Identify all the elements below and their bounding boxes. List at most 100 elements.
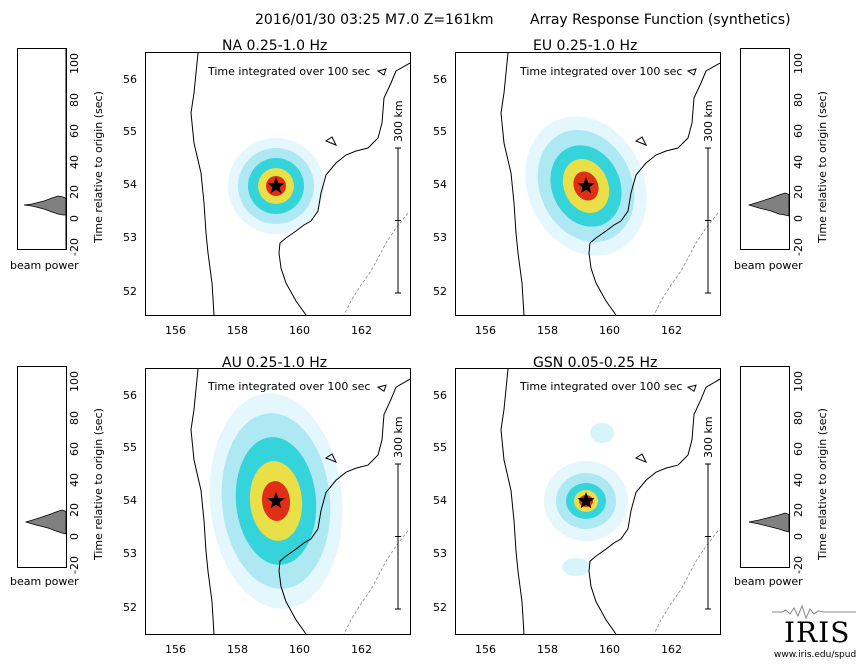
beam-curve-au: [24, 509, 67, 535]
map-panel-na: [145, 52, 411, 316]
lat-tick-label: 56: [123, 389, 137, 402]
scale-label-gsn: 300 km: [702, 416, 715, 458]
beam-ticks-eu: 100 80 60 40 20 0 -20: [790, 48, 810, 256]
map-svg: [500, 53, 720, 315]
iris-logo: IRIS www.iris.edu/spud: [772, 604, 856, 662]
heat-sidelobe: [590, 423, 614, 443]
tick: 20: [792, 185, 805, 199]
beam-ticks-au: 100 80 60 40 20 0 -20: [66, 366, 86, 574]
beam-curve-na: [23, 49, 67, 249]
tick: 0: [68, 533, 81, 540]
panel-note-na: Time integrated over 100 sec: [208, 65, 371, 78]
panel-title-eu: EU 0.25-1.0 Hz: [533, 38, 638, 54]
beam-curve-eu: [747, 192, 790, 217]
tick: 80: [68, 93, 81, 107]
coastline-east: [588, 378, 720, 634]
coastline-west: [190, 369, 215, 634]
tick: -20: [68, 556, 81, 574]
tick: 20: [792, 503, 805, 517]
tick: -20: [68, 238, 81, 256]
epicenter-star-icon: [577, 177, 595, 194]
beam-ylabel: Time relative to origin (sec): [816, 408, 829, 560]
scale-label-eu: 300 km: [702, 100, 715, 142]
lon-tick-label: 162: [661, 324, 682, 337]
lon-tick-label: 162: [351, 324, 372, 337]
tick: 40: [68, 473, 81, 487]
beam-plot-au: [17, 366, 67, 568]
epicenter-star-icon: [267, 177, 285, 194]
island: [686, 384, 697, 393]
tick: 100: [792, 53, 805, 74]
lat-tick-label: 53: [433, 231, 447, 244]
tick: 0: [792, 533, 805, 540]
beam-ticks-gsn: 100 80 60 40 20 0 -20: [790, 366, 810, 574]
lat-tick-label: 54: [433, 494, 447, 507]
lon-tick-label: 156: [475, 643, 496, 656]
panel-title-na: NA 0.25-1.0 Hz: [222, 38, 328, 54]
map-panel-au: [145, 368, 411, 635]
lon-tick-label: 160: [289, 324, 310, 337]
beam-ylabel: Time relative to origin (sec): [92, 408, 105, 560]
lon-tick-label: 158: [537, 324, 558, 337]
tick: 40: [68, 155, 81, 169]
scale-label-au: 300 km: [392, 416, 405, 458]
lat-tick-label: 55: [123, 441, 137, 454]
map-svg: [190, 369, 410, 634]
coastline-east: [588, 62, 720, 315]
lat-tick-label: 52: [433, 601, 447, 614]
tick: 100: [68, 53, 81, 74]
scale-label-na: 300 km: [392, 100, 405, 142]
tick: 60: [792, 124, 805, 138]
tick: 60: [792, 442, 805, 456]
tick: 80: [792, 93, 805, 107]
tick: -20: [792, 556, 805, 574]
event-info: 2016/01/30 03:25 M7.0 Z=161km: [255, 12, 494, 28]
lon-tick-label: 160: [289, 643, 310, 656]
island: [324, 136, 338, 146]
lon-tick-label: 162: [351, 643, 372, 656]
lat-tick-label: 54: [123, 178, 137, 191]
lat-tick-label: 56: [123, 73, 137, 86]
lat-tick-label: 52: [123, 601, 137, 614]
lon-tick-label: 160: [599, 643, 620, 656]
panel-note-gsn: Time integrated over 100 sec: [520, 380, 683, 393]
panel-note-au: Time integrated over 100 sec: [208, 380, 371, 393]
island: [324, 453, 338, 464]
lat-tick-label: 55: [433, 441, 447, 454]
lat-tick-label: 52: [123, 285, 137, 298]
lat-tick-label: 56: [433, 73, 447, 86]
panel-title-gsn: GSN 0.05-0.25 Hz: [533, 355, 658, 371]
island: [634, 136, 648, 146]
trench-line: [653, 530, 719, 634]
heat-sidelobe: [562, 558, 590, 576]
tick: 60: [68, 124, 81, 138]
trench-line: [343, 212, 409, 315]
beam-xlabel: beam power: [10, 259, 79, 272]
island: [634, 453, 648, 464]
lat-tick-label: 54: [433, 178, 447, 191]
map-svg: [500, 369, 720, 634]
map-panel-gsn: [455, 368, 721, 635]
lat-tick-label: 53: [123, 547, 137, 560]
tick: 60: [68, 442, 81, 456]
island: [376, 68, 387, 76]
lon-tick-label: 158: [537, 643, 558, 656]
beam-ylabel: Time relative to origin (sec): [92, 91, 105, 243]
tick: 20: [68, 503, 81, 517]
lat-tick-label: 54: [123, 494, 137, 507]
coastline-west: [500, 53, 525, 315]
figure-title: Array Response Function (synthetics): [530, 12, 791, 28]
beam-plot-eu: [740, 48, 790, 250]
epicenter-star-icon: [267, 492, 285, 509]
trench-line: [343, 530, 409, 634]
beam-curve-gsn: [748, 512, 790, 533]
logo-url: www.iris.edu/spud: [774, 650, 857, 660]
epicenter-star-icon: [577, 492, 595, 509]
lon-tick-label: 156: [165, 324, 186, 337]
lon-tick-label: 162: [661, 643, 682, 656]
lat-tick-label: 53: [123, 231, 137, 244]
beam-ticks-na: 100 80 60 40 20 0 -20: [66, 48, 86, 256]
panel-note-eu: Time integrated over 100 sec: [520, 65, 683, 78]
beam-plot-gsn: [740, 366, 790, 568]
beam-plot-na: [17, 48, 67, 250]
